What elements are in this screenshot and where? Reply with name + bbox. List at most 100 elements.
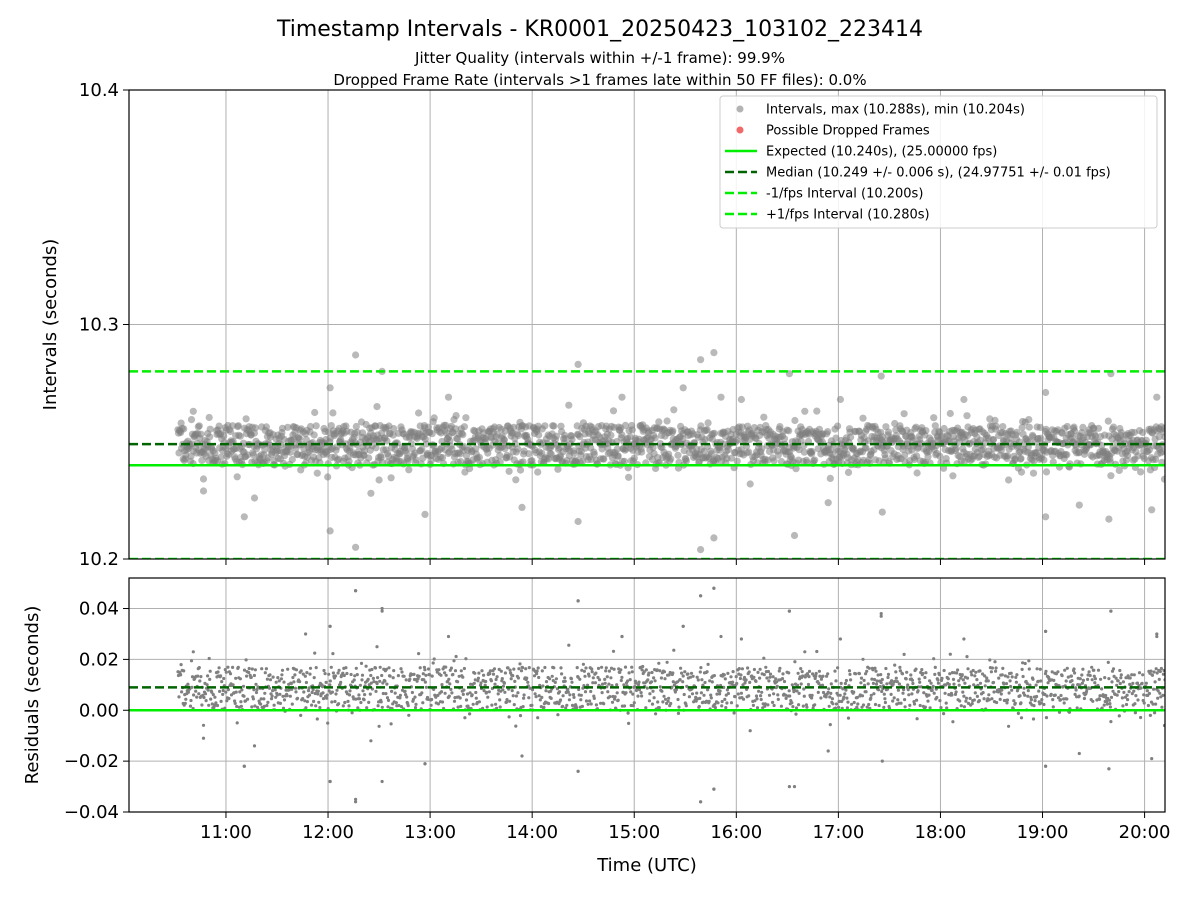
interval-point — [655, 418, 663, 426]
residual-point — [1052, 678, 1056, 683]
residuals-xtick-label: 20:00 — [1119, 822, 1171, 843]
residual-point — [227, 696, 231, 701]
residual-point — [632, 701, 636, 705]
interval-point — [1107, 472, 1115, 480]
residual-point — [1082, 696, 1086, 701]
residual-point — [406, 704, 410, 708]
residual-point — [931, 684, 935, 688]
residuals-ytick-label: 0.04 — [79, 599, 119, 620]
residual-point — [1141, 698, 1145, 703]
residual-point — [278, 701, 282, 706]
residual-point — [698, 670, 702, 674]
residual-point — [800, 670, 804, 674]
residual-point — [932, 691, 936, 695]
residual-outlier-point — [242, 764, 246, 768]
residual-outlier-point — [1044, 764, 1048, 768]
interval-point — [621, 421, 630, 429]
residual-point — [312, 676, 316, 680]
residual-point — [204, 699, 208, 703]
residual-point — [299, 713, 303, 718]
residual-point — [952, 682, 956, 686]
residual-point — [1027, 659, 1031, 663]
interval-point — [500, 436, 508, 444]
residual-point — [687, 695, 692, 699]
residual-point — [1069, 674, 1073, 678]
residual-point — [1039, 679, 1043, 683]
residual-point — [754, 679, 758, 684]
residual-point — [790, 701, 794, 705]
residual-point — [233, 699, 237, 703]
residual-point — [223, 668, 227, 672]
interval-point — [1018, 424, 1026, 432]
residual-point — [731, 680, 735, 684]
residual-point — [1021, 674, 1025, 679]
residual-point — [937, 673, 942, 677]
residual-point — [430, 697, 434, 702]
residual-point — [250, 667, 254, 671]
residual-point — [541, 684, 545, 688]
residual-point — [1111, 689, 1115, 693]
residual-point — [1018, 694, 1022, 698]
residual-point — [542, 705, 546, 710]
residual-point — [903, 705, 907, 709]
interval-point — [373, 403, 381, 411]
residual-point — [468, 712, 472, 716]
residual-point — [843, 692, 847, 696]
residual-point — [566, 690, 570, 694]
interval-point — [552, 432, 561, 440]
residual-point — [972, 683, 976, 687]
residual-point — [779, 704, 784, 708]
residual-point — [255, 705, 260, 709]
residual-point — [856, 702, 860, 706]
interval-point — [979, 445, 987, 453]
residual-point — [645, 686, 649, 690]
residual-point — [584, 666, 588, 670]
residual-point — [535, 672, 539, 676]
residual-point — [860, 694, 865, 698]
residual-point — [1049, 692, 1053, 696]
interval-point — [727, 454, 736, 462]
residual-point — [222, 676, 226, 681]
residual-point — [337, 668, 341, 672]
residual-point — [660, 689, 664, 693]
residual-point — [412, 672, 416, 677]
residual-point — [590, 670, 594, 674]
residual-point — [1105, 702, 1109, 706]
residual-point — [862, 678, 866, 683]
residual-point — [866, 682, 870, 686]
residual-point — [1046, 681, 1050, 685]
residual-point — [787, 671, 791, 675]
residual-point — [186, 690, 190, 694]
residual-point — [898, 665, 902, 670]
residual-point — [1066, 675, 1070, 679]
legend-label-dropped: Possible Dropped Frames — [766, 124, 930, 139]
residual-point — [735, 681, 739, 686]
residual-point — [563, 679, 567, 683]
residual-point — [723, 697, 727, 702]
residual-point — [672, 648, 676, 652]
interval-point — [790, 531, 799, 540]
residual-point — [1108, 702, 1112, 706]
residual-point — [900, 672, 905, 676]
residual-point — [350, 711, 354, 715]
residual-point — [1002, 682, 1006, 686]
residual-point — [906, 688, 910, 692]
residual-outlier-point — [328, 624, 332, 628]
residual-point — [458, 696, 462, 700]
residual-point — [997, 676, 1001, 680]
residual-point — [548, 677, 552, 681]
residual-point — [792, 785, 797, 789]
residual-point — [535, 669, 539, 673]
residual-point — [476, 676, 480, 680]
residual-point — [710, 680, 714, 684]
residual-point — [452, 699, 457, 703]
residuals-ytick-label: −0.04 — [64, 802, 119, 823]
residual-point — [729, 675, 733, 679]
residual-point — [613, 697, 617, 701]
interval-point — [460, 423, 468, 431]
residual-point — [494, 702, 498, 706]
residual-point — [771, 675, 775, 679]
interval-point — [960, 395, 968, 404]
residual-point — [696, 678, 700, 682]
residual-point — [380, 705, 384, 709]
